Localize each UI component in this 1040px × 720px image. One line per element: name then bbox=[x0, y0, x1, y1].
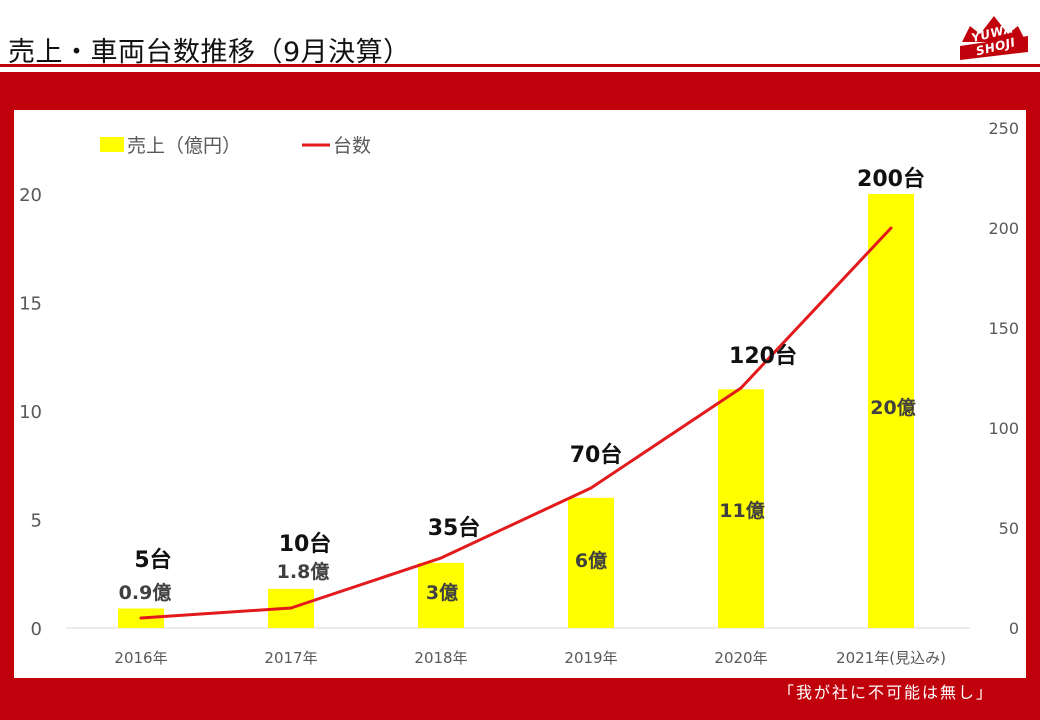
x-tick-label: 2019年 bbox=[564, 649, 617, 667]
vehicle-count-label: 35台 bbox=[428, 515, 481, 541]
vehicle-count-line bbox=[139, 226, 893, 620]
vehicle-count-label: 5台 bbox=[134, 547, 171, 573]
vehicle-count-point bbox=[889, 226, 893, 230]
sales-value-labels: 0.9億 1.8億 3億 6億 11億 20億 bbox=[119, 396, 916, 604]
vehicle-count-label: 120台 bbox=[729, 343, 797, 369]
title-underline bbox=[0, 64, 1040, 67]
x-tick-label: 2017年 bbox=[264, 649, 317, 667]
x-axis-labels: 2016年 2017年 2018年 2019年 2020年 2021年(見込み) bbox=[114, 649, 946, 667]
chart-panel bbox=[14, 110, 1026, 678]
sales-bar bbox=[868, 194, 914, 628]
company-motto: 「我が社に不可能は無し」 bbox=[778, 683, 995, 702]
vehicle-count-point bbox=[589, 486, 593, 490]
vehicle-count-labels: 5台 10台 35台 70台 120台 200台 bbox=[134, 166, 925, 573]
x-tick-label: 2018年 bbox=[414, 649, 467, 667]
sales-value-label: 1.8億 bbox=[277, 560, 330, 583]
y-left-tick-label: 10 bbox=[19, 402, 42, 423]
vehicle-count-point bbox=[739, 386, 743, 390]
legend-sales: 売上（億円） bbox=[127, 135, 241, 157]
sales-bar bbox=[718, 389, 764, 628]
sales-bar bbox=[418, 562, 464, 628]
x-tick-label: 2020年 bbox=[714, 649, 767, 667]
x-tick-label: 2021年(見込み) bbox=[836, 649, 946, 667]
vehicle-count-point bbox=[139, 616, 143, 620]
y-right-tick-label: 250 bbox=[988, 119, 1019, 138]
logo-emblem-icon bbox=[960, 16, 1028, 60]
page-title: 売上・車両台数推移（9月決算） bbox=[8, 37, 411, 68]
sales-value-label: 11億 bbox=[719, 499, 764, 522]
legend-bar-swatch bbox=[100, 137, 124, 152]
legend: 売上（億円） 台数 bbox=[100, 135, 371, 157]
y-right-tick-label: 200 bbox=[988, 219, 1019, 238]
y-axis-left: 0 5 10 15 20 bbox=[19, 185, 42, 640]
sales-bars bbox=[118, 194, 914, 628]
sales-value-label: 6億 bbox=[575, 549, 607, 572]
yuwa-shoji-logo: YUWA SHOJI bbox=[958, 12, 1030, 62]
sales-bar bbox=[568, 497, 614, 628]
header: 売上・車両台数推移（9月決算） YUWA SHOJI bbox=[0, 0, 1040, 70]
vehicle-count-label: 10台 bbox=[279, 531, 332, 557]
sales-value-label: 0.9億 bbox=[119, 581, 172, 604]
y-left-tick-label: 15 bbox=[19, 294, 42, 315]
y-left-tick-label: 20 bbox=[19, 185, 42, 206]
y-right-tick-label: 0 bbox=[1009, 619, 1019, 638]
y-axis-right: 0 50 100 150 200 250 bbox=[988, 119, 1019, 638]
y-left-tick-label: 5 bbox=[31, 511, 42, 532]
sales-value-label: 20億 bbox=[870, 396, 915, 419]
vehicle-count-line-path bbox=[140, 226, 893, 620]
vehicle-count-point bbox=[439, 556, 443, 560]
y-right-tick-label: 50 bbox=[999, 519, 1019, 538]
y-right-tick-label: 100 bbox=[988, 419, 1019, 438]
x-tick-label: 2016年 bbox=[114, 649, 167, 667]
vehicle-count-point bbox=[289, 606, 293, 610]
y-left-tick-label: 0 bbox=[31, 619, 42, 640]
legend-count: 台数 bbox=[333, 135, 371, 157]
y-right-tick-label: 150 bbox=[988, 319, 1019, 338]
sales-value-label: 3億 bbox=[426, 581, 458, 604]
vehicle-count-label: 70台 bbox=[570, 442, 623, 468]
vehicle-count-label: 200台 bbox=[857, 166, 925, 192]
